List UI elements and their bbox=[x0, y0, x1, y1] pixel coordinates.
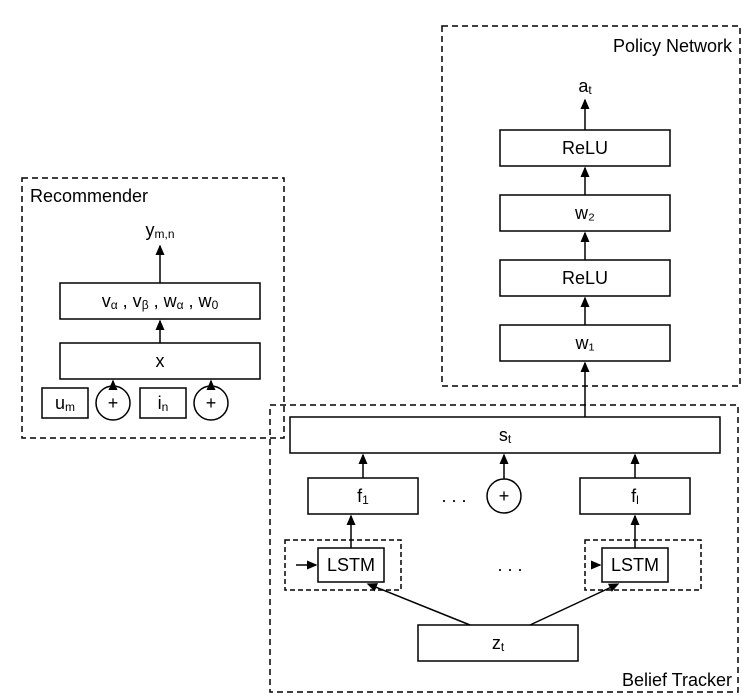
arrow-z-to-lstm-left bbox=[368, 584, 470, 625]
policy-layer-1-label: w₂ bbox=[574, 203, 595, 223]
concat-label: + bbox=[499, 486, 510, 506]
rec-input-plus1-label: + bbox=[108, 393, 119, 413]
rec-bot-label: x bbox=[156, 351, 165, 371]
arrow-z-to-lstm-right bbox=[530, 584, 618, 625]
policy-layer-3-label: w₁ bbox=[574, 333, 594, 353]
dots-1: . . . bbox=[441, 486, 466, 506]
lstm-left-label: LSTM bbox=[327, 555, 375, 575]
policy-layer-2-label: ReLU bbox=[562, 268, 608, 288]
policy-title: Policy Network bbox=[613, 36, 733, 56]
policy-output: at bbox=[578, 76, 592, 97]
recommender-title: Recommender bbox=[30, 186, 148, 206]
rec-output: ym,n bbox=[145, 220, 174, 241]
policy-layer-0-label: ReLU bbox=[562, 138, 608, 158]
rec-top-label: vα , vβ , wα , w0 bbox=[102, 291, 219, 312]
lstm-right-label: LSTM bbox=[611, 555, 659, 575]
dots-2: . . . bbox=[497, 555, 522, 575]
rec-input-plus2-label: + bbox=[206, 393, 217, 413]
belief-title: Belief Tracker bbox=[622, 670, 732, 690]
